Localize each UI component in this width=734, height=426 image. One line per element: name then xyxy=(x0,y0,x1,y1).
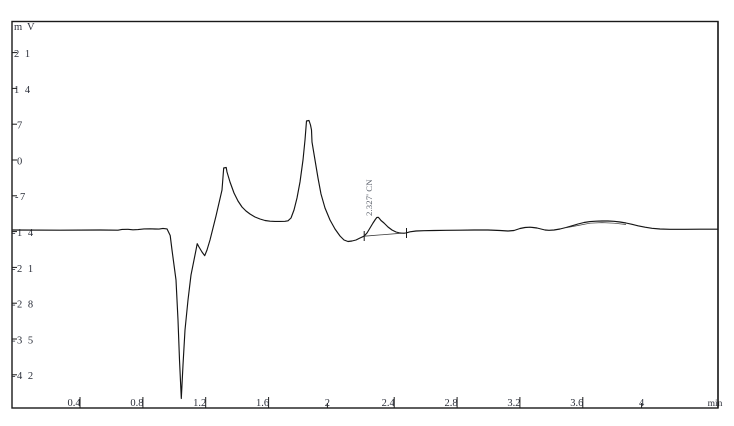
svg-text:m V: m V xyxy=(14,22,36,33)
svg-text:1 4: 1 4 xyxy=(14,85,32,96)
svg-text:2.8: 2.8 xyxy=(445,398,458,409)
svg-text:2 1: 2 1 xyxy=(14,49,32,60)
svg-text:2.327' CN: 2.327' CN xyxy=(364,179,374,216)
svg-text:-7: -7 xyxy=(15,192,27,203)
svg-text:1.2: 1.2 xyxy=(193,398,206,409)
svg-text:4: 4 xyxy=(639,398,645,409)
svg-text:1.6: 1.6 xyxy=(256,398,269,409)
svg-text:min: min xyxy=(708,399,723,409)
svg-text:0: 0 xyxy=(17,156,22,167)
svg-text:0.4: 0.4 xyxy=(67,398,81,409)
svg-text:7: 7 xyxy=(17,121,22,132)
svg-text:-4 2: -4 2 xyxy=(12,371,35,382)
svg-text:3.6: 3.6 xyxy=(570,398,583,409)
svg-text:-3 5: -3 5 xyxy=(12,335,35,346)
svg-text:3.2: 3.2 xyxy=(507,398,520,409)
svg-text:2.4: 2.4 xyxy=(382,398,396,409)
svg-text:-2 1: -2 1 xyxy=(12,264,35,275)
svg-text:-2 8: -2 8 xyxy=(12,300,35,311)
svg-text:2: 2 xyxy=(325,398,330,409)
svg-text:0.8: 0.8 xyxy=(130,398,143,409)
